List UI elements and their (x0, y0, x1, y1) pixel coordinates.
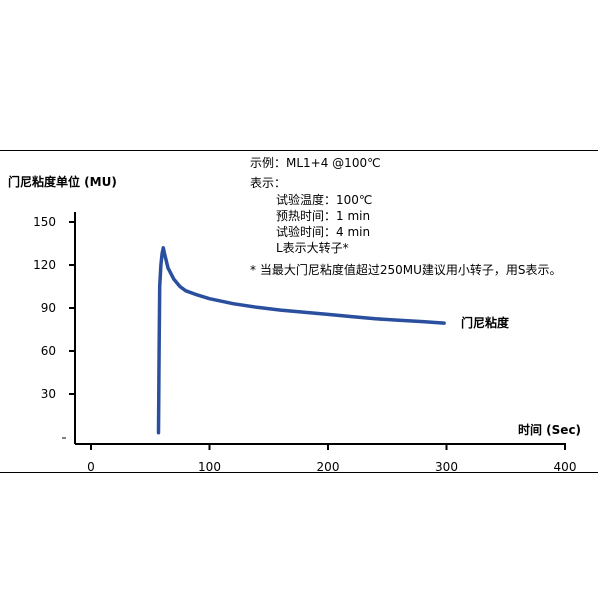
y-tick-label: 150 (33, 215, 56, 229)
y-tick-label: 30 (41, 387, 56, 401)
y-tick-label: 60 (41, 344, 56, 358)
chart-frame (0, 150, 598, 473)
x-tick-label: 300 (435, 460, 458, 474)
annotation-rotor: L表示大转子* (276, 240, 349, 255)
y-tick-label: 120 (33, 258, 56, 272)
x-axis-label: 时间 (Sec) (518, 422, 581, 437)
annotation-test-time: 试验时间：4 min (276, 224, 370, 239)
annotation-means: 表示： (250, 176, 286, 190)
series-label-mooney-viscosity: 门尼粘度 (461, 315, 510, 330)
annotation-example: 示例：ML1+4 @100℃ (250, 156, 381, 170)
x-tick-label: 400 (554, 460, 577, 474)
x-tick-label: 0 (87, 460, 95, 474)
x-ticks: 0 100 200 300 400 (87, 444, 576, 474)
y-ticks: 30 60 90 120 150 (33, 215, 75, 401)
y-tick-label: 90 (41, 301, 56, 315)
x-tick-label: 200 (317, 460, 340, 474)
annotation-footnote: * 当最大门尼粘度值超过250MU建议用小转子，用S表示。 (250, 262, 561, 277)
annotation-test-temp: 试验温度：100℃ (276, 192, 372, 207)
annotation-preheat-time: 预热时间：1 min (276, 209, 370, 223)
series-line-mooney-viscosity (156, 246, 446, 435)
y-axis-label: 门尼粘度单位 (MU) (8, 174, 117, 189)
annotation-block: 示例：ML1+4 @100℃ 表示： 试验温度：100℃ 预热时间：1 min … (250, 156, 561, 277)
x-tick-label: 100 (198, 460, 221, 474)
